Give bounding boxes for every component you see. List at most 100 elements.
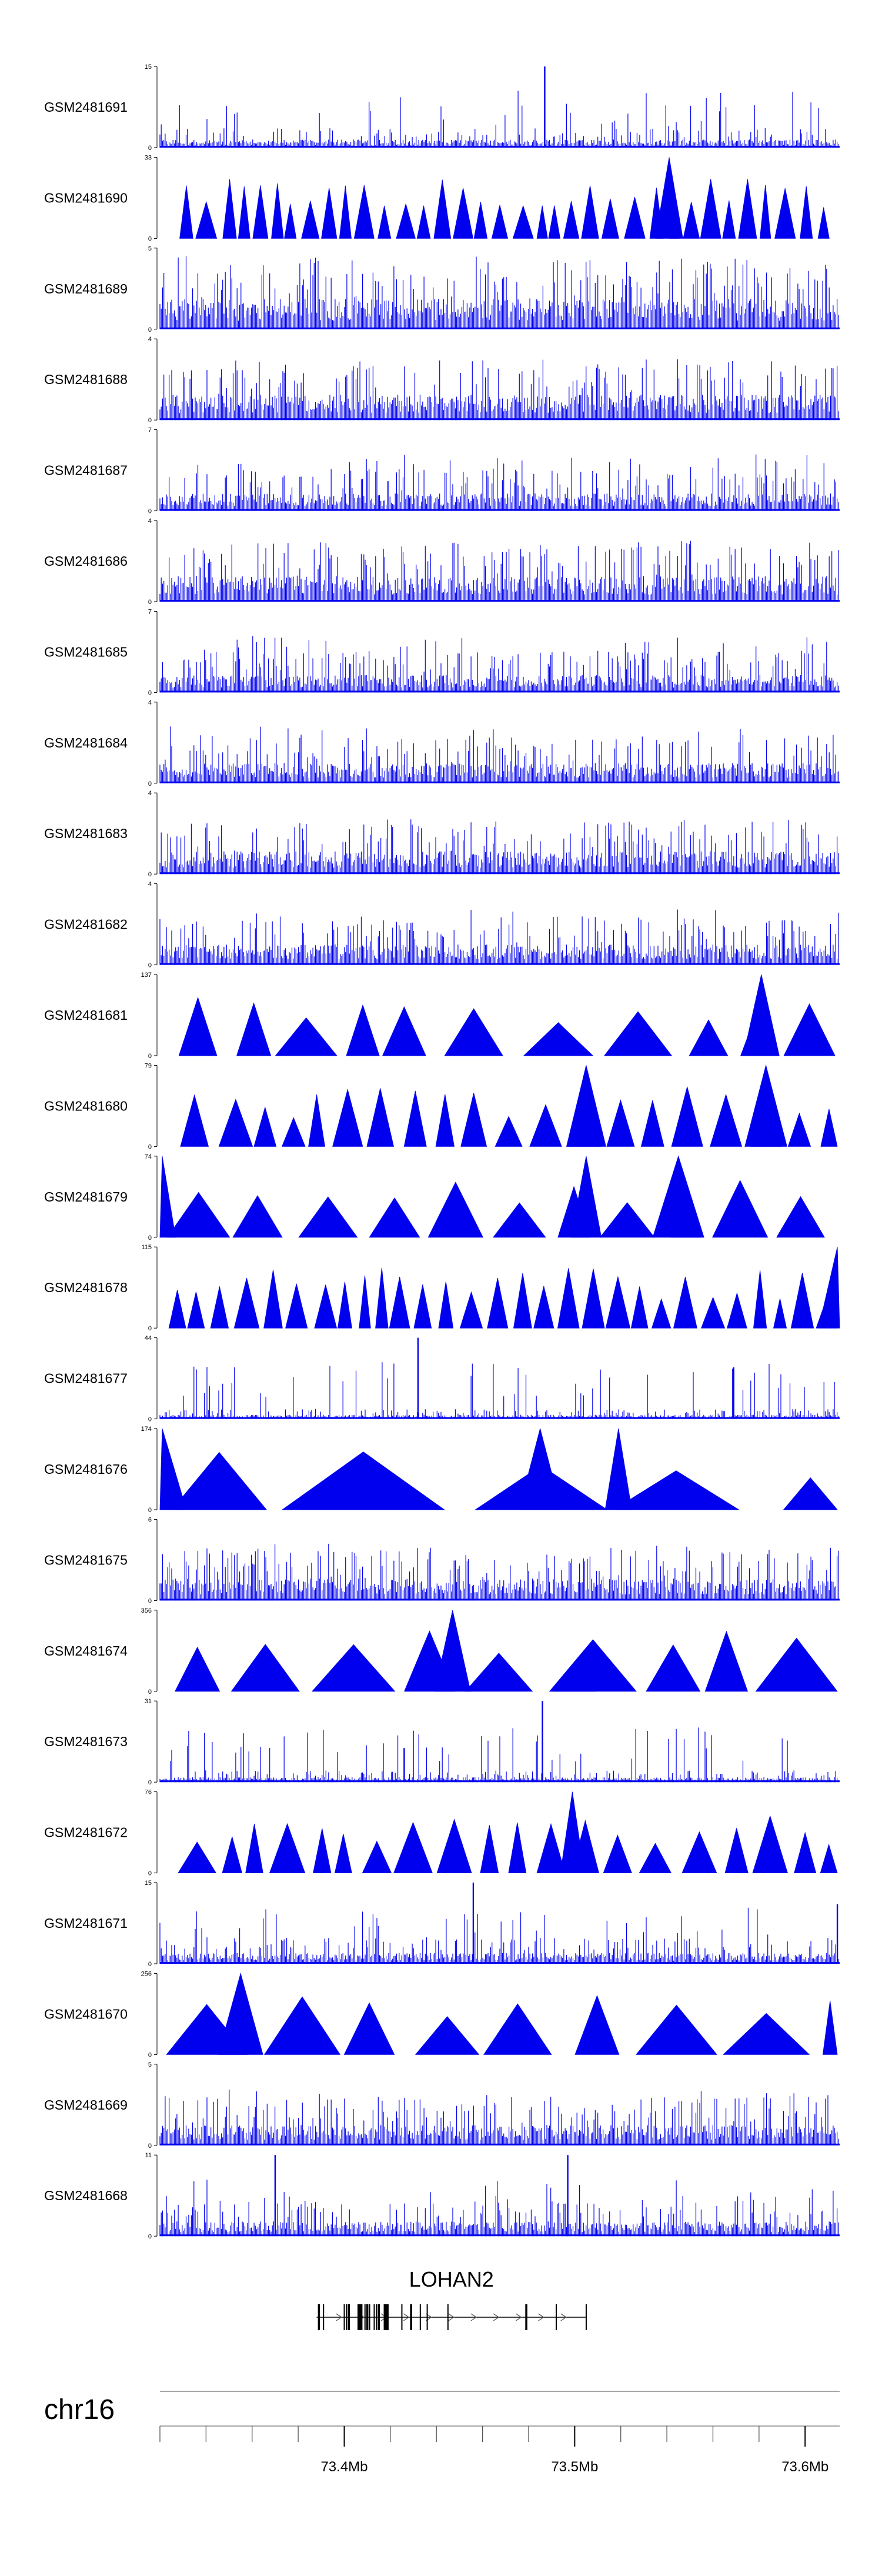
coverage-triangle-4 (427, 1182, 484, 1238)
coverage-triangle-13 (416, 205, 431, 239)
genome-axis: chr16 73.4Mb 73.5Mb 73.6Mb (44, 2391, 840, 2475)
coverage-bars (159, 256, 839, 329)
coverage-floor (160, 2234, 840, 2237)
coverage-triangle-9 (712, 1180, 769, 1238)
exon-0 (318, 2304, 320, 2330)
y-max-label: 79 (145, 1062, 152, 1069)
y-zero-label: 0 (148, 145, 152, 152)
coverage-triangle-2 (275, 1017, 338, 1056)
track-label: GSM2481681 (44, 1007, 128, 1023)
y-max-label: 7 (148, 427, 152, 434)
coverage-bars (159, 2090, 839, 2145)
y-max-label: 356 (141, 1607, 152, 1614)
y-zero-label: 0 (148, 1143, 152, 1150)
y-max-label: 7 (148, 608, 152, 615)
coverage-triangle-1 (222, 1836, 243, 1873)
coverage-triangle-7 (603, 1011, 673, 1056)
coverage-floor (160, 781, 840, 783)
exon-4 (348, 2304, 350, 2330)
exon-6 (358, 2304, 363, 2330)
coverage-triangle-32 (774, 188, 796, 239)
coverage-triangle-10 (783, 1003, 836, 1056)
y-zero-label: 0 (148, 1597, 152, 1604)
coverage-triangle-8 (321, 188, 338, 239)
y-max-label: 115 (141, 1244, 152, 1251)
coverage-triangle-0 (171, 1451, 268, 1510)
coverage-triangle-1 (230, 1644, 300, 1692)
coverage-triangle-5 (271, 183, 284, 239)
exon-15 (401, 2304, 403, 2330)
coverage-bars (159, 819, 839, 875)
coverage-triangle-33 (800, 186, 813, 239)
coverage-triangle-3 (282, 1117, 306, 1147)
coverage-triangle-5 (159, 1428, 187, 1510)
y-zero-label: 0 (148, 326, 152, 333)
y-max-label: 5 (148, 2061, 152, 2068)
coverage-triangle-3 (346, 1004, 380, 1056)
coverage-triangle-4 (382, 1006, 426, 1056)
coverage-triangle-27 (683, 202, 700, 239)
strand-arrow-6 (448, 2313, 455, 2321)
track-label: GSM2481690 (44, 190, 128, 205)
exon-3 (346, 2304, 348, 2330)
coverage-triangle-7 (704, 1630, 749, 1692)
coverage-triangle-1 (195, 201, 218, 239)
coverage-triangle-18 (794, 1831, 817, 1873)
coverage-floor (160, 690, 840, 693)
y-max-label: 4 (148, 699, 152, 706)
coverage-triangle-2 (253, 1106, 277, 1147)
coverage-triangle-11 (743, 974, 780, 1056)
coverage-triangle-1 (218, 1099, 253, 1147)
y-zero-label: 0 (148, 1416, 152, 1423)
track-GSM2481686: GSM2481686 4 0 (44, 518, 840, 606)
coverage-bars (159, 359, 839, 421)
exon-20 (525, 2304, 527, 2330)
coverage-triangle-14 (433, 179, 452, 239)
coverage-floor (160, 418, 840, 421)
coverage-triangle-9 (434, 1610, 471, 1692)
strand-arrow-4 (403, 2313, 410, 2321)
y-max-label: 33 (145, 154, 152, 161)
coverage-triangle-18 (512, 205, 534, 239)
coverage-triangle-0 (178, 996, 218, 1056)
coverage-bars (159, 1907, 839, 1964)
coverage-triangle-16 (710, 1093, 743, 1147)
coverage-triangle-14 (487, 1277, 509, 1329)
coverage-triangle-4 (465, 1653, 533, 1692)
coverage-triangle-8 (436, 1818, 472, 1873)
exon-21 (556, 2304, 557, 2330)
track-GSM2481685: GSM2481685 7 0 (44, 608, 840, 696)
coverage-triangle-23 (701, 1296, 726, 1329)
exon-10 (373, 2304, 375, 2330)
coverage-triangle-2 (343, 2002, 395, 2055)
coverage-triangle-0 (166, 1192, 230, 1238)
strand-arrow-11 (560, 2313, 567, 2321)
y-max-label: 76 (145, 1789, 152, 1796)
strand-arrow-9 (515, 2313, 522, 2321)
data-tracks: GSM2481691150GSM2481690330GSM248168950GS… (44, 64, 840, 2240)
exon-1 (323, 2304, 325, 2330)
track-GSM2481683: GSM2481683 4 0 (44, 790, 840, 878)
track-GSM2481677: GSM2481677 44 0 (44, 1335, 840, 1423)
track-GSM2481680: GSM2481680 79 0 (44, 1062, 838, 1150)
coverage-triangle-6 (523, 1022, 594, 1056)
track-GSM2481670: GSM2481670 256 0 (44, 1970, 838, 2058)
coverage-triangle-12 (570, 1156, 602, 1238)
coverage-floor (160, 963, 840, 965)
coverage-triangle-14 (639, 1843, 672, 1873)
coverage-floor (160, 600, 840, 602)
coverage-triangle-3 (233, 1277, 260, 1329)
coverage-triangle-0 (168, 1290, 186, 1329)
coverage-floor (160, 1780, 840, 1783)
coverage-triangle-1 (236, 1002, 272, 1056)
coverage-triangle-6 (284, 203, 297, 239)
coverage-bars (159, 454, 839, 511)
coverage-triangle-16 (473, 202, 488, 239)
track-label: GSM2481679 (44, 1189, 128, 1204)
coverage-triangle-24 (726, 1292, 747, 1329)
y-zero-label: 0 (148, 1507, 152, 1514)
coverage-triangle-5 (493, 1202, 546, 1238)
coverage-triangle-8 (435, 1094, 455, 1147)
coverage-triangle-7 (301, 201, 320, 239)
coverage-floor (160, 1599, 840, 1601)
